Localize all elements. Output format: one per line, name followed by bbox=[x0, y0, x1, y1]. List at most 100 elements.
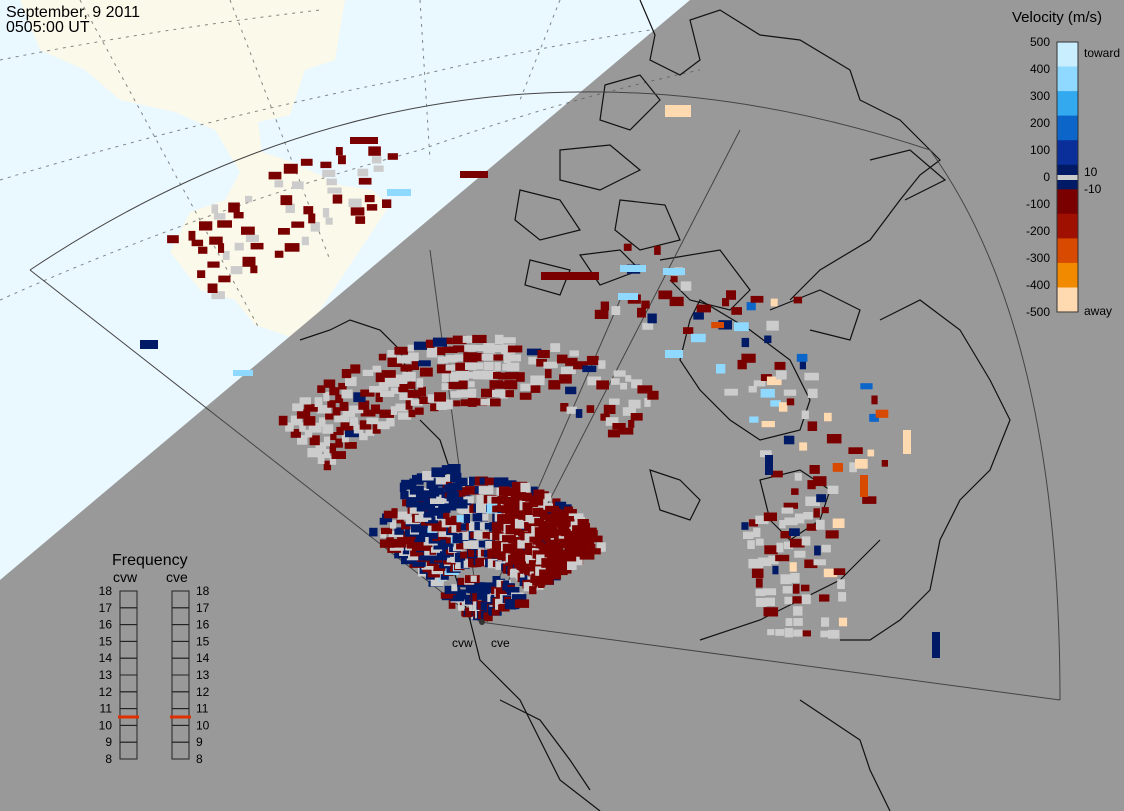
scatter-cell bbox=[807, 480, 816, 490]
scatter-cell bbox=[499, 389, 508, 399]
scatter-cell bbox=[665, 105, 691, 117]
scatter-cell bbox=[587, 376, 602, 386]
scatter-cell bbox=[764, 545, 778, 555]
scatter-cell bbox=[435, 477, 446, 485]
scatter-cell bbox=[335, 394, 344, 403]
scatter-cell bbox=[456, 390, 472, 398]
scatter-cell bbox=[505, 372, 519, 380]
scatter-cell bbox=[802, 630, 811, 637]
scatter-cell bbox=[813, 476, 827, 487]
scatter-cell bbox=[373, 165, 384, 172]
velocity-color-segment bbox=[1057, 189, 1078, 215]
scatter-cell bbox=[569, 350, 579, 357]
velocity-color-segment bbox=[1057, 287, 1078, 313]
scatter-cell bbox=[748, 519, 758, 527]
scatter-cell bbox=[794, 513, 805, 524]
scatter-cell bbox=[718, 320, 732, 330]
scatter-cell bbox=[308, 422, 322, 433]
scatter-cell bbox=[400, 364, 413, 372]
scatter-cell bbox=[825, 530, 839, 539]
scatter-cell bbox=[303, 206, 314, 215]
scatter-cell bbox=[575, 409, 583, 418]
scatter-cell bbox=[300, 158, 313, 166]
scatter-cell bbox=[618, 427, 634, 435]
scatter-cell bbox=[567, 561, 577, 570]
scatter-cell bbox=[325, 413, 334, 420]
frequency-tick-right: 9 bbox=[196, 735, 203, 749]
scatter-cell bbox=[460, 399, 469, 407]
scatter-cell bbox=[452, 335, 467, 345]
scatter-cell bbox=[583, 523, 590, 532]
scatter-cell bbox=[386, 417, 395, 427]
scatter-cell bbox=[794, 550, 806, 558]
scatter-cell bbox=[751, 568, 764, 578]
radar-label-cve: cve bbox=[491, 636, 510, 650]
scatter-cell bbox=[274, 180, 284, 188]
scatter-cell bbox=[726, 290, 736, 300]
scatter-cell bbox=[784, 596, 793, 605]
scatter-cell bbox=[556, 567, 572, 574]
scatter-cell bbox=[775, 554, 790, 562]
scatter-cell bbox=[390, 387, 400, 394]
scatter-cell bbox=[390, 520, 397, 529]
scatter-cell bbox=[767, 629, 775, 636]
velocity-color-segment bbox=[1057, 262, 1078, 288]
scatter-cell bbox=[335, 438, 343, 448]
scatter-cell bbox=[483, 343, 495, 353]
scatter-cell bbox=[445, 364, 460, 371]
scatter-cell bbox=[775, 370, 787, 380]
radar-label-cvw: cvw bbox=[452, 636, 473, 650]
scatter-cell bbox=[345, 376, 357, 387]
scatter-cell bbox=[245, 234, 259, 242]
scatter-cell bbox=[573, 361, 588, 370]
scatter-cell bbox=[502, 363, 511, 371]
scatter-cell bbox=[310, 221, 320, 232]
scatter-cell bbox=[284, 243, 300, 252]
scatter-cell bbox=[716, 364, 726, 374]
scatter-cell bbox=[323, 379, 336, 388]
frequency-tick-right: 13 bbox=[196, 668, 210, 682]
scatter-cell bbox=[506, 362, 520, 372]
scatter-cell bbox=[813, 559, 826, 566]
scatter-cell bbox=[405, 400, 413, 410]
scatter-cell bbox=[207, 283, 218, 293]
scatter-cell bbox=[544, 493, 552, 502]
scatter-cell bbox=[577, 533, 590, 540]
scatter-cell bbox=[778, 402, 788, 412]
scatter-cell bbox=[211, 291, 225, 300]
scatter-cell bbox=[241, 226, 255, 235]
scatter-cell bbox=[665, 350, 683, 358]
radar-site-marker bbox=[479, 619, 485, 625]
scatter-cell bbox=[493, 372, 502, 379]
scatter-cell bbox=[314, 397, 323, 407]
scatter-cell bbox=[770, 400, 781, 407]
scatter-cell bbox=[316, 405, 331, 414]
scatter-cell bbox=[741, 522, 749, 530]
scatter-cell bbox=[491, 344, 506, 353]
scatter-cell bbox=[416, 378, 424, 388]
frequency-tick-right: 8 bbox=[196, 752, 203, 766]
frequency-tick-left: 17 bbox=[99, 601, 113, 615]
scatter-cell bbox=[793, 618, 803, 626]
scatter-cell bbox=[414, 532, 426, 543]
scatter-cell bbox=[372, 424, 381, 434]
scatter-cell bbox=[371, 156, 382, 164]
scatter-cell bbox=[559, 374, 572, 384]
scatter-cell bbox=[426, 347, 437, 358]
scatter-cell bbox=[543, 535, 551, 542]
scatter-cell bbox=[448, 599, 456, 609]
frequency-marker-cvw bbox=[118, 715, 139, 719]
scatter-cell bbox=[391, 508, 398, 515]
scatter-cell bbox=[437, 347, 446, 355]
scatter-cell bbox=[467, 397, 477, 407]
frequency-tick-left: 13 bbox=[99, 668, 113, 682]
scatter-cell bbox=[783, 502, 799, 509]
scatter-cell bbox=[348, 198, 362, 208]
velocity-color-segment bbox=[1057, 115, 1078, 141]
scatter-cell bbox=[472, 398, 488, 406]
scatter-cell bbox=[436, 401, 448, 410]
scatter-cell bbox=[433, 487, 445, 495]
scatter-cell bbox=[783, 541, 794, 550]
scatter-cell bbox=[491, 608, 500, 616]
scatter-cell bbox=[507, 354, 521, 362]
